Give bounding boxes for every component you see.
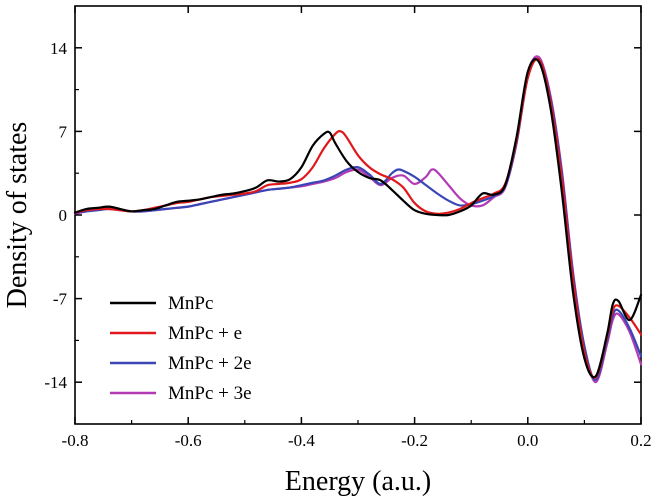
x-tick-label: -0.2 bbox=[401, 431, 428, 450]
y-tick-label: 14 bbox=[50, 39, 68, 58]
x-axis-title: Energy (a.u.) bbox=[285, 466, 431, 497]
legend-label-1: MnPc + e bbox=[168, 323, 242, 344]
legend-label-3: MnPc + 3e bbox=[168, 383, 252, 404]
x-tick-label: 0.0 bbox=[517, 431, 538, 450]
series-line-1 bbox=[73, 57, 643, 379]
y-tick-label: -14 bbox=[44, 373, 67, 392]
y-tick-label: 0 bbox=[59, 206, 68, 225]
x-tick-label: 0.2 bbox=[630, 431, 651, 450]
series-line-3 bbox=[73, 55, 643, 384]
y-tick-label: -7 bbox=[53, 290, 68, 309]
x-tick-label: -0.6 bbox=[175, 431, 202, 450]
series-line-2 bbox=[73, 57, 643, 381]
y-tick-label: 7 bbox=[59, 122, 68, 141]
series-group bbox=[73, 55, 643, 384]
legend-label-2: MnPc + 2e bbox=[168, 353, 252, 374]
legend: MnPc MnPc + e MnPc + 2e MnPc + 3e bbox=[110, 293, 252, 404]
x-tick-label: -0.4 bbox=[288, 431, 315, 450]
plot-frame bbox=[74, 5, 642, 425]
series-line-0 bbox=[73, 58, 643, 379]
y-axis-title: Density of states bbox=[2, 122, 33, 309]
x-tick-label: -0.8 bbox=[62, 431, 89, 450]
legend-label-0: MnPc bbox=[168, 293, 213, 314]
ticks-group: -0.8 -0.6 -0.4 -0.2 0.0 0.2 -14 -7 0 7 14 bbox=[44, 6, 652, 450]
